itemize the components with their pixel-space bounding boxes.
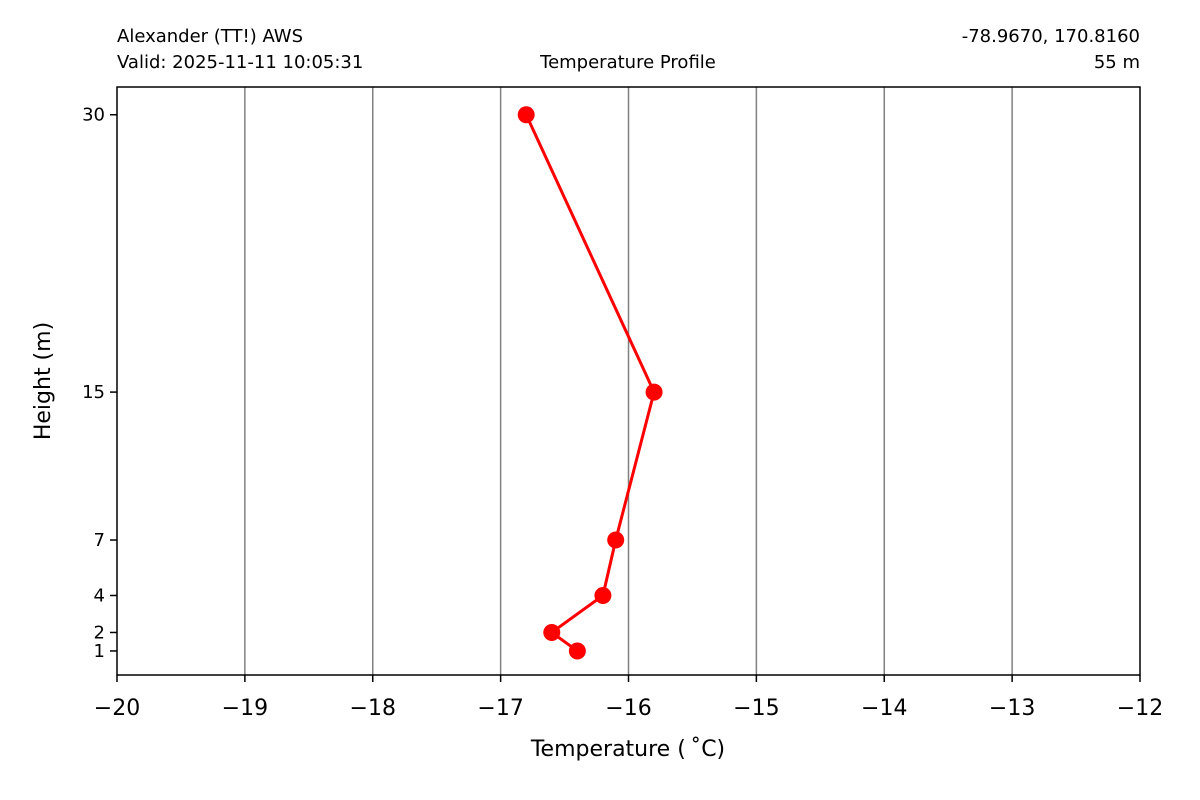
plot-area: −20 −19 −18 −17 −16 −15 −14 −13 −12 12 4 7 15 30 <box>82 86 1163 721</box>
data-point <box>594 586 612 604</box>
station-name: Alexander (TT!) AWS <box>117 26 303 47</box>
station-coordinates: -78.9670, 170.8160 <box>962 26 1140 47</box>
x-tick-label: −15 <box>733 696 779 721</box>
y-tick-label: 2 <box>94 622 105 643</box>
x-tick-label: −19 <box>222 696 268 721</box>
y-axis-label: Height (m) <box>31 322 56 440</box>
data-point <box>645 383 663 401</box>
y-tick-label: 15 <box>82 382 105 403</box>
x-tick-label: −14 <box>861 696 907 721</box>
y-tick-label: 1 <box>94 641 105 662</box>
x-axis-ticks: −20 −19 −18 −17 −16 −15 −14 −13 −12 <box>94 675 1163 721</box>
station-elevation: 55 m <box>1094 52 1140 73</box>
y-tick-label: 7 <box>94 530 105 551</box>
x-axis-label: Temperature ( ˚C) <box>530 737 725 762</box>
x-tick-label: −13 <box>989 696 1035 721</box>
grid-lines <box>244 87 1013 675</box>
x-tick-label: −16 <box>605 696 651 721</box>
y-tick-label: 30 <box>82 105 105 126</box>
x-tick-label: −12 <box>1117 696 1163 721</box>
data-point <box>607 531 625 549</box>
data-point <box>568 642 586 660</box>
y-axis-ticks: 12 4 7 15 30 <box>82 105 117 662</box>
y-tick-label: 4 <box>94 585 105 606</box>
x-tick-label: −18 <box>350 696 396 721</box>
x-tick-label: −20 <box>94 696 140 721</box>
x-tick-label: −17 <box>477 696 523 721</box>
valid-time: Valid: 2025-11-11 10:05:31 <box>117 52 363 73</box>
data-point <box>517 106 535 124</box>
plot-name: Temperature Profile <box>539 52 716 73</box>
data-point <box>543 623 561 641</box>
series-temperature <box>517 106 663 660</box>
